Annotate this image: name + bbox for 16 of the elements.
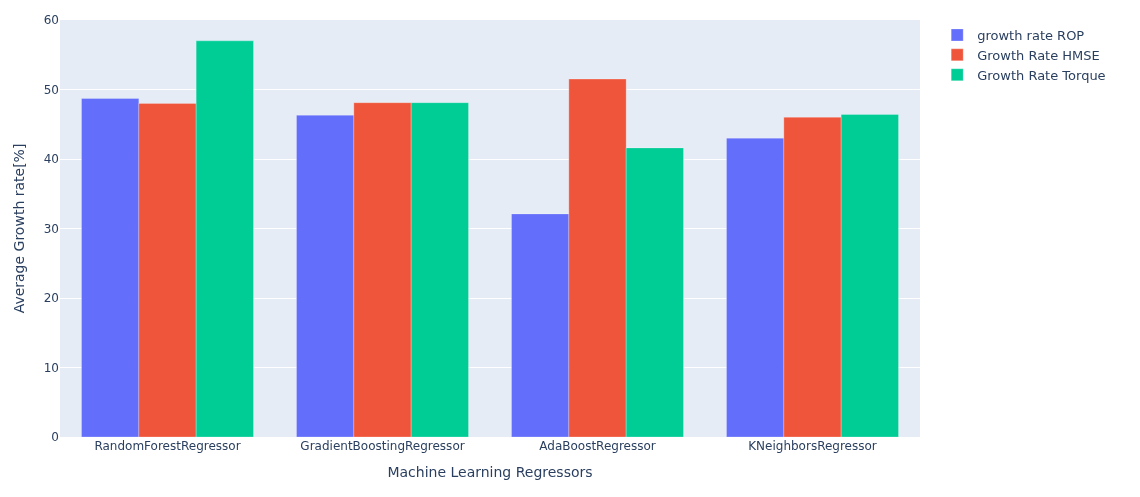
- legend-label: Growth Rate HMSE: [977, 47, 1100, 63]
- x-tick-label: AdaBoostRegressor: [539, 439, 656, 453]
- x-tick-label: GradientBoostingRegressor: [300, 439, 465, 453]
- x-tick-label: RandomForestRegressor: [94, 439, 241, 453]
- y-tick-label: 50: [43, 82, 59, 97]
- legend-label: growth rate ROP: [977, 28, 1085, 44]
- y-tick-label: 10: [43, 360, 59, 375]
- y-tick-label: 60: [43, 13, 59, 28]
- x-tick-label: KNeighborsRegressor: [748, 439, 877, 453]
- y-tick-label: 0: [51, 430, 59, 445]
- y-tick-label: 20: [43, 291, 59, 306]
- x-axis-title: Machine Learning Regressors: [387, 464, 593, 481]
- y-tick-label: 30: [43, 221, 59, 236]
- legend-label: Growth Rate Torque: [977, 67, 1106, 83]
- y-tick-label: 40: [43, 152, 59, 167]
- y-axis-title: Average Growth rate[%]: [11, 143, 28, 314]
